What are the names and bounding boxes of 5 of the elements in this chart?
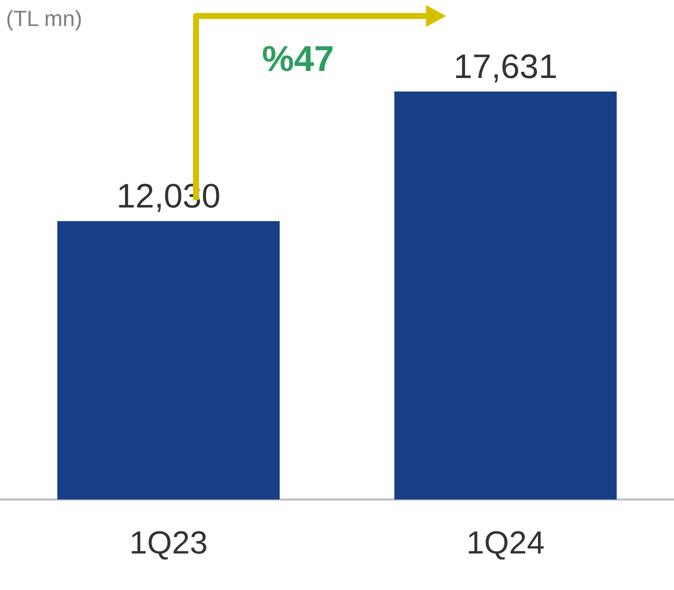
x-tick-label: 1Q23 xyxy=(129,524,208,561)
data-label: 17,631 xyxy=(454,48,558,86)
x-tick-label: 1Q24 xyxy=(466,524,545,561)
y-axis-title: (TL mn) xyxy=(6,6,82,32)
text: %47 xyxy=(262,38,334,80)
